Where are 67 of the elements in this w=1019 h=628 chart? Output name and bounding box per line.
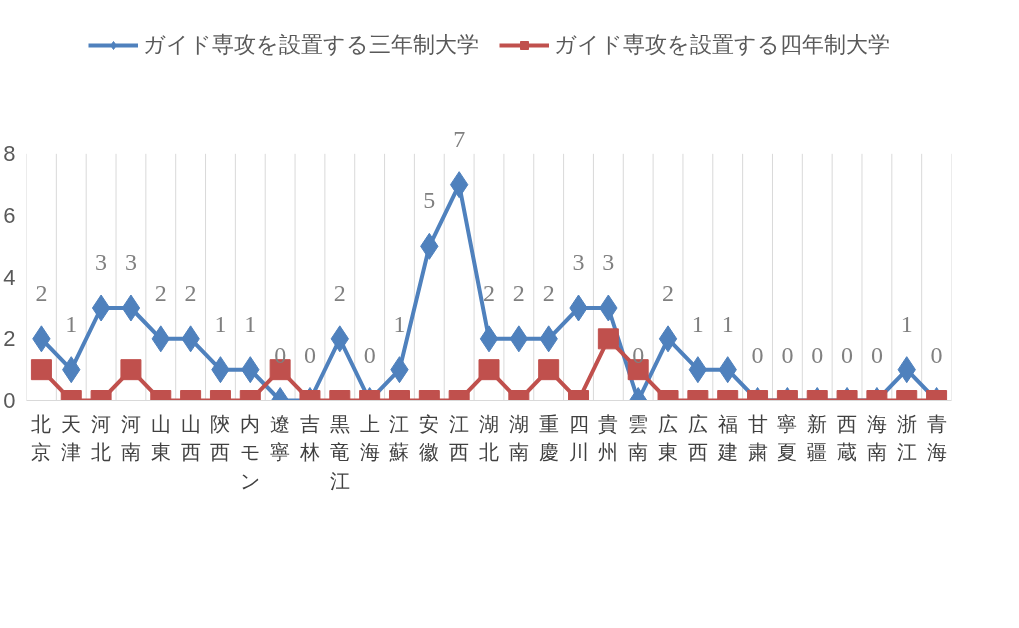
data-label: 1 xyxy=(721,310,734,337)
x-tick-label: 甘粛 xyxy=(747,411,768,465)
data-label: 3 xyxy=(124,249,137,275)
y-tick-label: 2 xyxy=(3,326,16,352)
data-label: 3 xyxy=(572,249,585,275)
x-tick-label: 吉林 xyxy=(298,411,320,465)
x-tick-label: 新疆 xyxy=(807,411,828,465)
x-tick-label: 福建 xyxy=(716,411,738,465)
x-tick-label: 山東 xyxy=(150,411,171,465)
x-tick-label: 重慶 xyxy=(538,411,559,465)
x-tick-label: 四川 xyxy=(568,411,589,465)
data-label: 2 xyxy=(154,279,167,306)
data-label: 2 xyxy=(483,279,495,306)
x-tick-label: 江蘇 xyxy=(389,411,410,465)
data-label: 2 xyxy=(662,279,675,306)
data-label: 0 xyxy=(930,341,943,368)
x-tick-label: 海南 xyxy=(866,411,887,465)
x-tick-label: 広西 xyxy=(687,411,708,465)
data-label: 1 xyxy=(691,310,704,337)
data-label: 7 xyxy=(453,125,466,152)
x-tick-label: 河北 xyxy=(91,411,112,465)
x-tick-label: 貴州 xyxy=(598,411,619,465)
x-tick-label: 上海 xyxy=(359,411,380,465)
y-tick-label: 0 xyxy=(3,388,16,413)
data-label: 0 xyxy=(841,341,854,368)
x-tick-label: 広東 xyxy=(658,411,679,465)
data-label: 1 xyxy=(244,310,257,337)
data-label: 3 xyxy=(602,249,615,275)
x-tick-label: 黒竜江 xyxy=(329,411,350,494)
data-label: 0 xyxy=(781,341,794,368)
data-label: 1 xyxy=(65,310,78,337)
x-tick-label: 湖南 xyxy=(508,411,529,465)
x-tick-label: 遼寧 xyxy=(270,411,291,465)
x-tick-label: 湖北 xyxy=(479,411,499,465)
data-label: 2 xyxy=(512,279,525,306)
data-label: 0 xyxy=(811,341,824,368)
x-tick-label: 浙江 xyxy=(896,411,917,465)
data-label: 0 xyxy=(751,341,764,368)
x-tick-label: 北京 xyxy=(31,411,52,465)
data-label: 2 xyxy=(542,279,555,306)
x-tick-label: 陝西 xyxy=(210,411,231,465)
legend-label: ガイド専攻を設置する三年制大学 xyxy=(142,31,479,59)
legend-label: ガイド専攻を設置する四年制大学 xyxy=(553,31,890,59)
y-tick-label: 8 xyxy=(3,141,16,167)
data-label: 2 xyxy=(333,279,346,306)
x-tick-label: 山西 xyxy=(180,411,201,465)
data-label: 3 xyxy=(95,249,108,275)
data-label: 0 xyxy=(870,341,883,368)
x-tick-label: 河南 xyxy=(120,411,141,465)
data-label: 0 xyxy=(363,341,376,368)
x-tick-label: 安徽 xyxy=(419,411,440,465)
x-tick-label: 青海 xyxy=(926,411,947,465)
data-label: 2 xyxy=(184,279,197,306)
x-tick-label: 江西 xyxy=(449,411,470,465)
data-label: 1 xyxy=(393,310,406,337)
x-tick-label: 寧夏 xyxy=(777,411,798,465)
data-label: 1 xyxy=(214,310,227,337)
data-label: 2 xyxy=(35,279,48,306)
x-tick-label: 天津 xyxy=(61,411,82,465)
data-label: 1 xyxy=(900,310,913,337)
x-tick-label: 西蔵 xyxy=(837,411,858,465)
x-tick-label: 雲南 xyxy=(628,411,649,465)
y-tick-label: 4 xyxy=(3,264,16,290)
data-label: 0 xyxy=(303,341,316,368)
y-tick-label: 6 xyxy=(3,203,16,228)
x-tick-label: 内モン xyxy=(240,411,261,494)
data-label: 5 xyxy=(423,187,436,214)
